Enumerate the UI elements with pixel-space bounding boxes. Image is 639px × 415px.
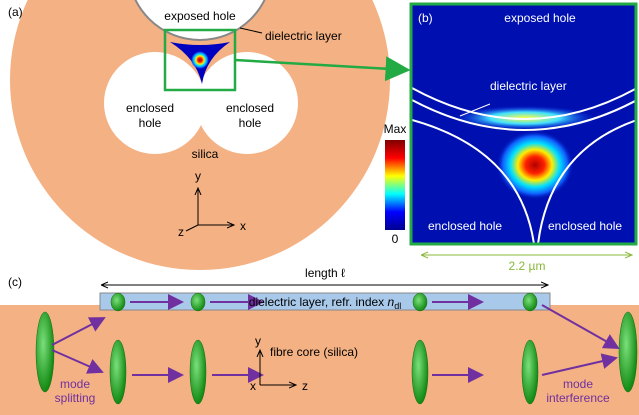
- mode-spot: [191, 51, 209, 69]
- mode: [191, 293, 205, 311]
- label: (b): [418, 11, 433, 25]
- label: exposed hole: [504, 11, 576, 25]
- colorbar: [385, 140, 405, 230]
- axis-label: x: [250, 379, 256, 393]
- mode: [413, 293, 427, 311]
- label: (c): [8, 275, 22, 289]
- axis-label: z: [302, 379, 308, 393]
- label: enclosed hole: [548, 219, 622, 233]
- axis-label: z: [178, 225, 184, 239]
- mode: [110, 340, 126, 404]
- label: exposed hole: [164, 9, 236, 23]
- mode: [619, 312, 637, 392]
- label: (a): [8, 5, 23, 19]
- label: length ℓ: [305, 266, 345, 280]
- mode: [522, 340, 538, 404]
- mode: [111, 293, 125, 311]
- mode: [36, 312, 54, 392]
- label: dielectric layer: [490, 79, 567, 93]
- figure: (a) exposed hole dielectric layer enclos…: [0, 0, 639, 415]
- label: dielectric layer, refr. index ndl: [249, 295, 401, 311]
- scale-label: 2.2 µm: [509, 259, 546, 273]
- colorbar-label: Max: [384, 122, 407, 136]
- mode: [412, 340, 428, 404]
- axis-label: y: [255, 334, 261, 348]
- axis-label: y: [195, 169, 201, 183]
- label: enclosed hole: [428, 219, 502, 233]
- mode: [523, 293, 537, 311]
- label: silica: [192, 147, 219, 161]
- label: fibre core (silica): [270, 345, 358, 359]
- mode: [190, 340, 206, 404]
- colorbar-label: 0: [392, 232, 399, 246]
- label: dielectric layer: [265, 29, 342, 43]
- axis-label: x: [240, 219, 246, 233]
- mode-spot: [497, 131, 573, 199]
- panel-b: [411, 4, 637, 244]
